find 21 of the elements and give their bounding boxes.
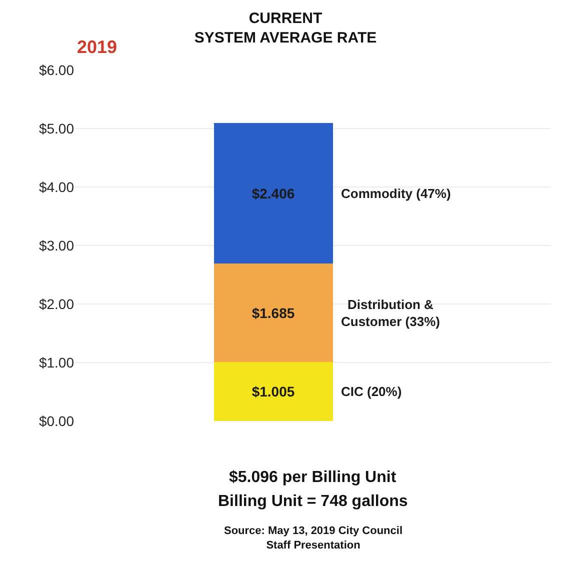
y-tick-label: $5.00 xyxy=(38,120,74,136)
y-tick-label: $3.00 xyxy=(38,237,74,254)
y-tick-label: $0.00 xyxy=(38,412,74,429)
series-label: Commodity (47%) xyxy=(341,186,451,201)
y-tick-label: $2.00 xyxy=(38,296,74,312)
text: Billing Unit = 748 gallons xyxy=(218,493,408,510)
bar xyxy=(214,122,333,264)
y-tick-label: $6.00 xyxy=(38,62,74,78)
bar xyxy=(214,362,333,421)
text: $5.096 per Billing Unit xyxy=(229,469,397,486)
chart-title: CURRENT SYSTEM AVERAGE RATE xyxy=(194,10,377,46)
series-label: Distribution & Customer (33%) xyxy=(341,297,440,329)
text: 2019 xyxy=(77,37,118,57)
series-label: CIC (20%) xyxy=(341,384,402,399)
data-label: $1.005 xyxy=(252,384,295,400)
y-tick-label: $1.00 xyxy=(38,354,74,370)
y-tick-label: $4.00 xyxy=(38,178,74,195)
bar xyxy=(214,264,333,362)
data-label: $2.406 xyxy=(252,185,295,202)
data-label: $1.685 xyxy=(252,304,295,321)
source-note: Source: May 13, 2019 City Council Staff Presentation xyxy=(224,525,403,552)
